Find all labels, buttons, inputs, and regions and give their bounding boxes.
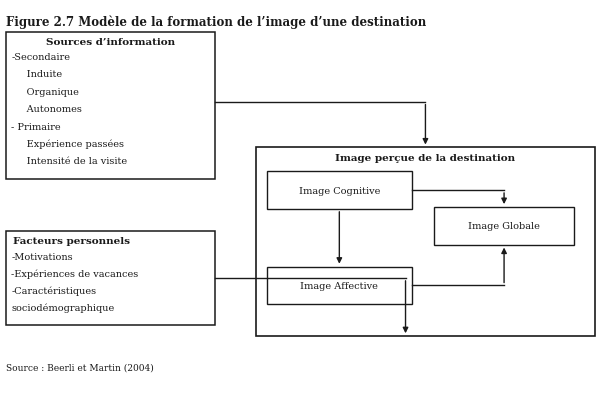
Text: Image perçue de la destination: Image perçue de la destination (335, 154, 516, 163)
Text: -Secondaire: -Secondaire (12, 53, 70, 62)
Bar (7, 231, 215, 325)
Text: Intensité de la visite: Intensité de la visite (12, 157, 127, 166)
Text: -Motivations: -Motivations (12, 252, 73, 261)
Bar (256, 148, 594, 336)
Bar (7, 33, 215, 180)
Text: Image Cognitive: Image Cognitive (299, 186, 380, 195)
Text: -Caractéristiques: -Caractéristiques (12, 286, 96, 295)
Text: - Primaire: - Primaire (12, 122, 61, 131)
Bar (435, 207, 574, 245)
Text: Source : Beerli et Martin (2004): Source : Beerli et Martin (2004) (7, 363, 154, 372)
Text: sociodémographique: sociodémographique (12, 303, 115, 312)
Text: Image Affective: Image Affective (301, 281, 378, 290)
Bar (267, 267, 411, 305)
Text: Sources d’information: Sources d’information (46, 38, 176, 47)
Bar (267, 172, 411, 209)
Text: Figure 2.7 Modèle de la formation de l’image d’une destination: Figure 2.7 Modèle de la formation de l’i… (7, 15, 427, 29)
Text: Expérience passées: Expérience passées (12, 140, 124, 149)
Text: Facteurs personnels: Facteurs personnels (13, 236, 130, 245)
Text: Autonomes: Autonomes (12, 105, 82, 114)
Text: Induite: Induite (12, 70, 62, 79)
Text: -Expériences de vacances: -Expériences de vacances (12, 269, 139, 278)
Text: Image Globale: Image Globale (468, 222, 540, 231)
Text: Organique: Organique (12, 87, 79, 96)
